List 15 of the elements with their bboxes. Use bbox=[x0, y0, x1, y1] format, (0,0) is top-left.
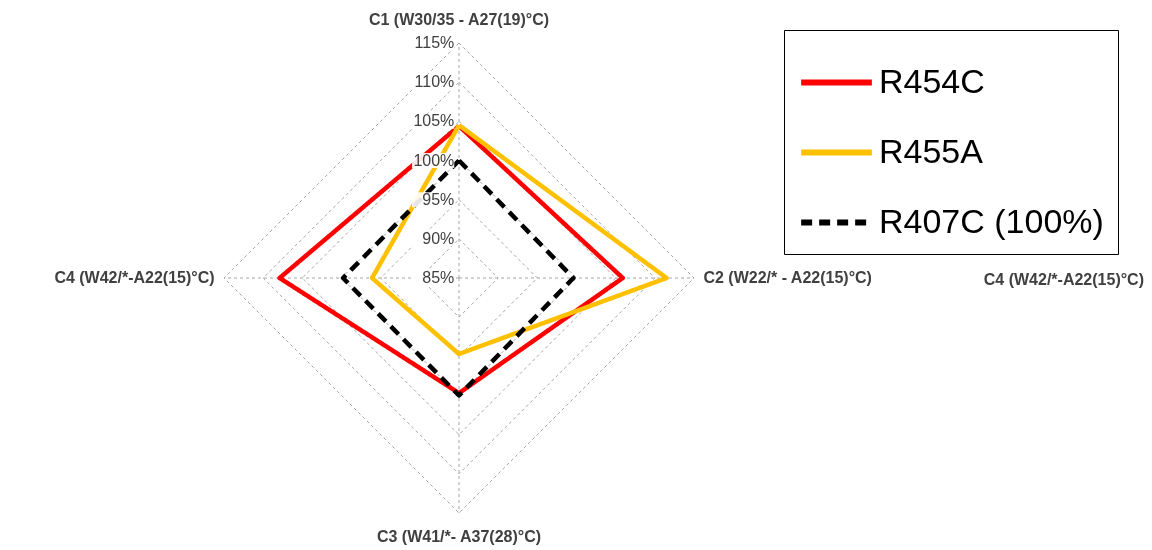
legend-label: R407C (100%) bbox=[879, 201, 1104, 240]
text: C4 (W42/*-A22(15)°C) bbox=[983, 271, 1144, 288]
spoke-label: C2 (W22/* - A22(15)°C) bbox=[703, 269, 872, 286]
legend-label: R454C bbox=[879, 61, 985, 100]
y-tick-label: 90% bbox=[422, 229, 455, 247]
y-tick-label: 85% bbox=[422, 269, 455, 286]
spoke-label: C1 (W30/35 - A27(19)°C) bbox=[368, 10, 550, 28]
y-tick-label: 115% bbox=[414, 34, 455, 51]
legend-label: R455A bbox=[879, 131, 984, 170]
y-tick-label: 100% bbox=[413, 151, 455, 169]
spoke-label: C3 (W41/*- A37(28)°C) bbox=[376, 527, 542, 545]
y-tick-label: 110% bbox=[414, 73, 455, 91]
y-tick-label: 95% bbox=[422, 190, 455, 208]
spoke-label: C4 (W42/*-A22(15)°C) bbox=[54, 269, 215, 286]
y-tick-label: 105% bbox=[413, 112, 455, 130]
